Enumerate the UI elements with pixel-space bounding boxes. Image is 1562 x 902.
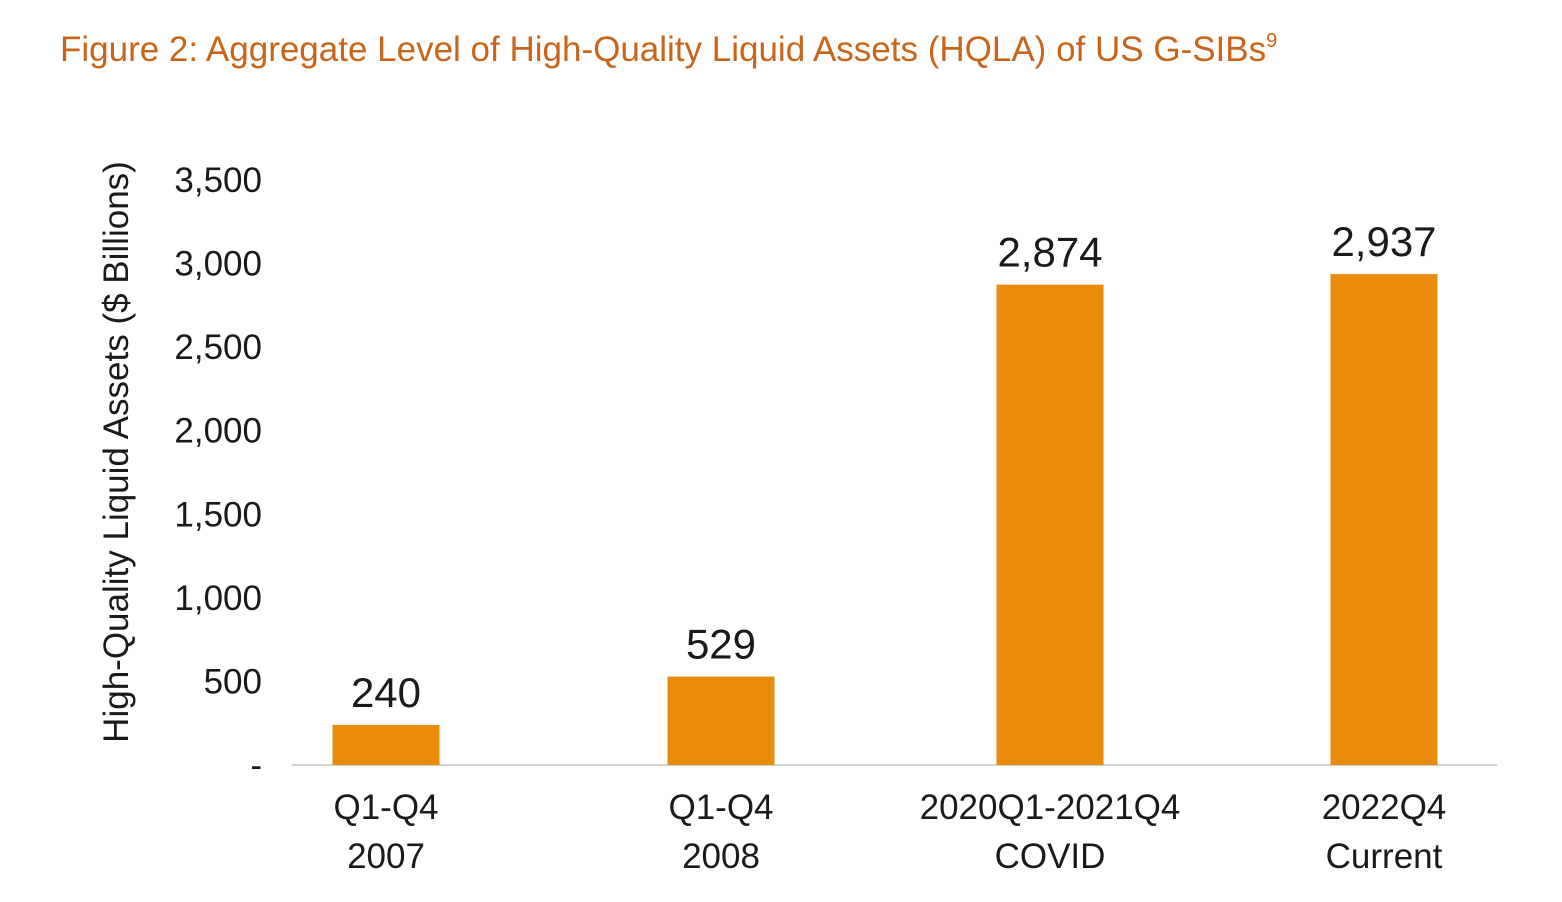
- bar: [996, 284, 1104, 765]
- chart-title: Figure 2: Aggregate Level of High-Qualit…: [60, 30, 1277, 69]
- y-tick-label: 500: [204, 662, 262, 701]
- bar: [1330, 274, 1438, 765]
- y-tick-label: 3,500: [174, 161, 262, 200]
- y-axis-title-group: High-Quality Liquid Assets ($ Billions): [97, 161, 136, 743]
- x-category-label-line2: Current: [1326, 837, 1443, 876]
- bar: [667, 676, 775, 765]
- x-category-label-line1: 2020Q1-2021Q4: [920, 788, 1181, 827]
- data-labels-group: 240 529 2,874 2,937: [351, 218, 1437, 716]
- x-axis-categories: Q1-Q4 2007 Q1-Q4 2008 2020Q1-2021Q4 COVID 2022…: [333, 788, 1446, 876]
- bars-group: [332, 274, 1438, 765]
- x-category-label-line1: Q1-Q4: [333, 788, 438, 827]
- y-tick-label: 2,000: [174, 412, 262, 451]
- bar-data-label: 240: [351, 669, 421, 716]
- x-category-label-line2: COVID: [995, 837, 1106, 876]
- y-tick-label: 1,000: [174, 579, 262, 618]
- chart-title-text: Figure 2: Aggregate Level of High-Qualit…: [60, 30, 1266, 69]
- bar: [332, 724, 440, 765]
- y-axis-title: High-Quality Liquid Assets ($ Billions): [97, 161, 136, 743]
- y-tick-label: 3,000: [174, 245, 262, 284]
- x-category-label-line2: 2008: [682, 837, 760, 876]
- y-axis-ticks: - 500 1,000 1,500 2,000 2,500 3,000 3,500: [174, 161, 262, 785]
- bar-data-label: 2,937: [1331, 218, 1436, 265]
- y-tick-label: 2,500: [174, 328, 262, 367]
- y-tick-label: -: [250, 746, 262, 785]
- x-category-label-line2: 2007: [347, 837, 425, 876]
- bar-data-label: 529: [686, 621, 756, 668]
- y-tick-label: 1,500: [174, 495, 262, 534]
- x-category-label-line1: 2022Q4: [1322, 788, 1447, 827]
- bar-data-label: 2,874: [997, 229, 1102, 276]
- x-category-label-line1: Q1-Q4: [668, 788, 773, 827]
- chart-title-footnote: 9: [1266, 30, 1277, 52]
